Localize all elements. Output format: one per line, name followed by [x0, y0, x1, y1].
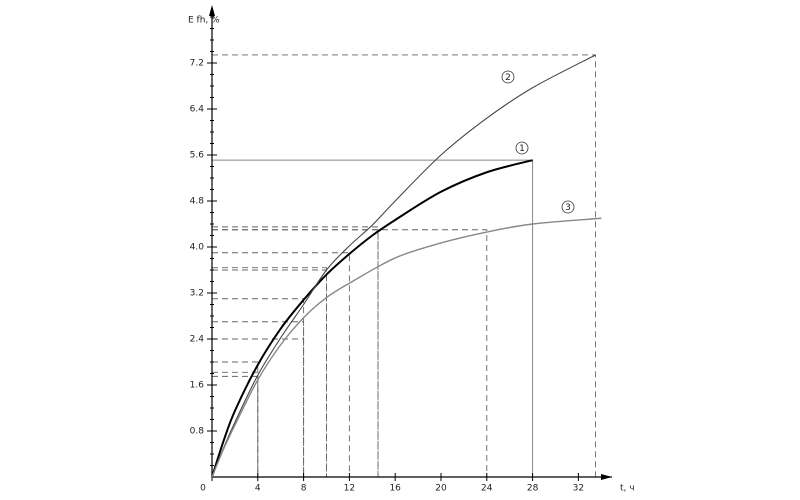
guide-line	[212, 229, 379, 477]
y-tick-label: 3.2	[190, 289, 204, 299]
curve-label-circle	[501, 70, 515, 84]
curve-label-circle	[561, 200, 575, 214]
curve-label: 1	[519, 144, 525, 154]
guide-line	[212, 226, 379, 477]
curve	[211, 54, 596, 478]
x-tick-label: 8	[301, 484, 307, 494]
guide-line	[212, 267, 327, 477]
curve	[211, 217, 602, 478]
x-axis-label: t, ч	[620, 484, 635, 494]
y-tick-label: 7.2	[190, 59, 204, 69]
guide-line	[212, 338, 305, 477]
curve	[211, 159, 533, 478]
y-tick-label: 4.0	[190, 243, 205, 253]
y-tick-label: 1.6	[190, 381, 205, 391]
guide-line	[212, 159, 534, 477]
curve-label: 2	[505, 73, 511, 83]
guide-line	[212, 321, 305, 477]
guide-line	[212, 269, 327, 477]
curve-label: 3	[565, 203, 571, 213]
y-axis-label: E fh, %	[188, 16, 220, 26]
guide-line	[212, 229, 488, 477]
x-tick-label: 16	[389, 484, 401, 494]
y-tick-label: 5.6	[190, 151, 205, 161]
y-axis-arrow	[209, 5, 215, 16]
x-tick-label: 20	[435, 484, 447, 494]
x-tick-label: 0	[200, 484, 206, 494]
x-tick-label: 24	[481, 484, 493, 494]
guide-line	[212, 252, 350, 477]
x-tick-label: 4	[255, 484, 261, 494]
y-tick-label: 6.4	[190, 105, 205, 115]
guide-line	[212, 361, 259, 477]
y-tick-label: 0.8	[190, 427, 205, 437]
curve-label-circle	[515, 141, 529, 155]
x-tick-label: 28	[527, 484, 539, 494]
y-tick-label: 2.4	[190, 335, 205, 345]
x-tick-label: 32	[573, 484, 584, 494]
x-tick-label: 12	[344, 484, 355, 494]
x-axis-arrow	[601, 474, 612, 480]
y-tick-label: 4.8	[190, 197, 205, 207]
guide-line	[212, 54, 597, 477]
